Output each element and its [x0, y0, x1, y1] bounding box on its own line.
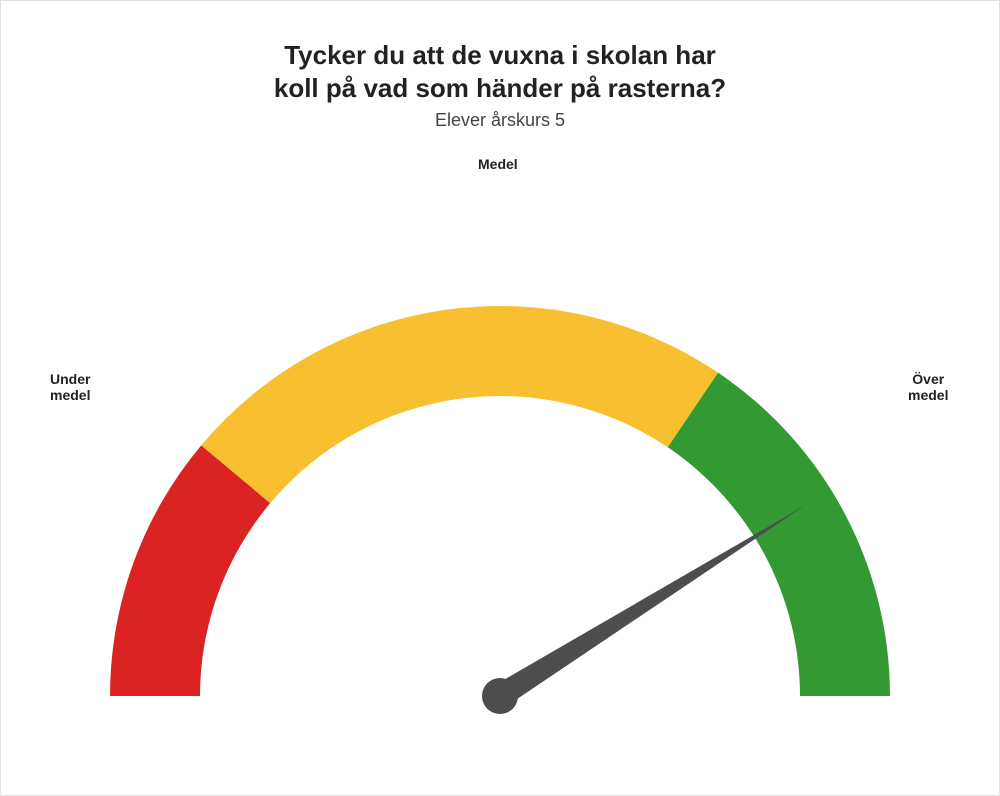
chart-title: Tycker du att de vuxna i skolan har koll…: [1, 39, 999, 104]
gauge-svg: [60, 176, 940, 736]
gauge-segment: [201, 306, 718, 503]
segment-label-under-medel: Under medel: [50, 371, 90, 403]
title-line-1: Tycker du att de vuxna i skolan har: [284, 40, 716, 70]
segment-label-medel: Medel: [478, 156, 518, 172]
title-line-2: koll på vad som händer på rasterna?: [274, 73, 726, 103]
title-block: Tycker du att de vuxna i skolan har koll…: [1, 39, 999, 131]
gauge-segment: [668, 373, 890, 696]
gauge-chart: Under medel Medel Över medel: [60, 176, 940, 736]
gauge-needle: [494, 505, 806, 706]
gauge-hub: [482, 678, 518, 714]
chart-frame: Tycker du att de vuxna i skolan har koll…: [0, 0, 1000, 796]
segment-label-over-medel: Över medel: [908, 371, 948, 403]
chart-subtitle: Elever årskurs 5: [1, 110, 999, 131]
